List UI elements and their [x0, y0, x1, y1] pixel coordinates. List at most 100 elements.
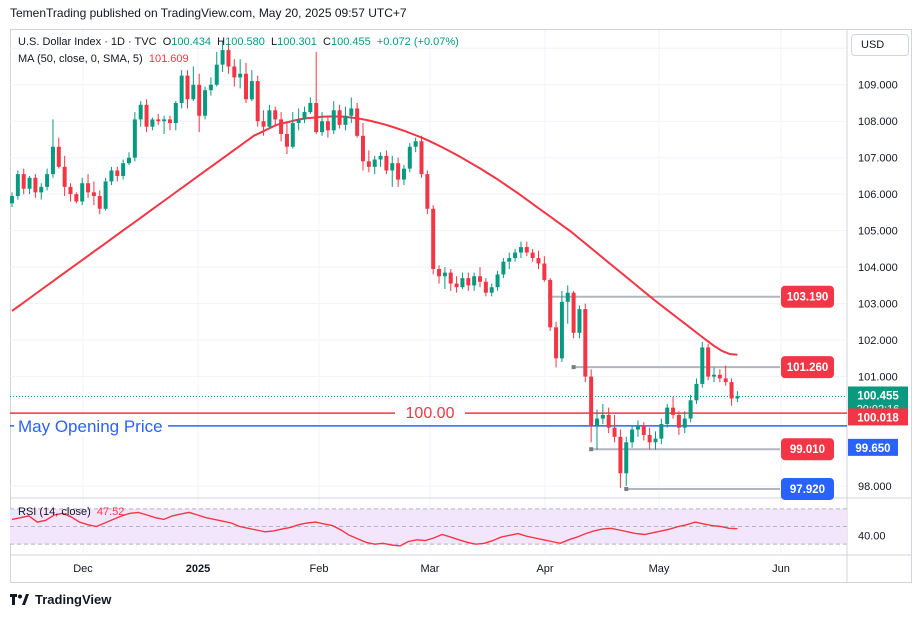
candle-body: [600, 414, 605, 419]
candle: [513, 248, 518, 262]
candle-body: [559, 301, 564, 359]
candle: [372, 155, 377, 175]
candle-body: [653, 438, 658, 443]
candle-body: [466, 278, 471, 286]
candle-body: [21, 174, 26, 189]
candle: [191, 66, 196, 102]
candle-body: [62, 166, 67, 187]
symbol-header: U.S. Dollar Index · 1D · TVC O100.434 H1…: [18, 36, 459, 48]
candle-body: [255, 81, 260, 122]
candle-body: [676, 414, 681, 428]
price-tick-label: 98.000: [858, 481, 892, 493]
candle-body: [630, 429, 635, 443]
level-pill: [781, 356, 834, 379]
candle-body: [384, 155, 389, 171]
candle: [366, 150, 371, 173]
candle: [577, 305, 582, 339]
candle: [548, 278, 553, 331]
rsi-label: RSI (14, close): [18, 506, 91, 518]
candle: [68, 183, 73, 202]
candle-body: [682, 418, 687, 428]
candle: [682, 411, 687, 434]
level-anchor: [589, 447, 594, 452]
candle-body: [460, 278, 465, 288]
candle-body: [121, 163, 126, 176]
rsi-header: RSI (14, close) 47.52: [18, 506, 124, 518]
price-level-label: 100.00: [406, 405, 455, 422]
candle-body: [472, 276, 477, 286]
candle: [127, 152, 131, 165]
open-label: O: [162, 36, 172, 48]
candle-body: [27, 177, 32, 189]
candle-body: [290, 123, 295, 147]
candle-body: [361, 135, 365, 162]
candle: [343, 106, 348, 131]
open-value: 100.434: [171, 36, 212, 48]
ma-value: 101.609: [148, 53, 189, 65]
candle-body: [115, 170, 120, 176]
candle: [407, 143, 412, 173]
may-open-axis-pill: [848, 438, 898, 456]
candle: [45, 168, 50, 191]
price-tick-label: 104.000: [858, 262, 898, 274]
candle-body: [396, 163, 401, 180]
candle: [331, 101, 336, 134]
candle: [729, 378, 734, 406]
candle-body: [238, 73, 243, 78]
candle: [712, 367, 716, 383]
ma-axis-pill: [848, 408, 908, 426]
candle-body: [589, 376, 594, 426]
candle: [472, 272, 477, 291]
candle: [630, 425, 635, 448]
candle-body: [127, 157, 131, 164]
candle-body: [659, 424, 664, 439]
candle-body: [612, 427, 617, 437]
level-pill: [781, 477, 834, 500]
candle-body: [735, 396, 740, 399]
candle: [606, 407, 611, 434]
currency-button[interactable]: USD: [851, 34, 909, 56]
candle-body: [132, 119, 137, 158]
candle-body: [729, 382, 734, 399]
candle: [542, 256, 547, 282]
candle: [284, 121, 289, 155]
candle: [156, 113, 161, 125]
candle-body: [712, 374, 716, 377]
candle: [723, 365, 728, 386]
tradingview-logo[interactable]: TradingView: [10, 592, 111, 607]
price-tick-label: 102.000: [858, 335, 898, 347]
time-tick-label: 2025: [186, 563, 210, 575]
candle-body: [103, 181, 108, 209]
ma-header: MA (50, close, 0, SMA, 5) 101.609: [18, 53, 189, 65]
candle-body: [489, 287, 494, 293]
candle-body: [577, 309, 582, 333]
candle-body: [74, 194, 79, 202]
candle-body: [407, 146, 412, 169]
candle: [115, 166, 120, 182]
candle: [676, 411, 681, 435]
candle-body: [536, 258, 541, 264]
candle-body: [448, 272, 453, 284]
candle: [39, 183, 44, 200]
price-tick-label: 106.000: [858, 189, 898, 201]
candle: [419, 135, 424, 178]
candle: [10, 192, 14, 207]
candle: [501, 258, 506, 279]
candle: [361, 123, 365, 171]
candle-body: [97, 196, 102, 209]
candle-body: [618, 436, 623, 474]
candle-body: [331, 110, 336, 131]
candle-body: [162, 119, 167, 122]
ma-axis-label: 100.018: [857, 412, 899, 424]
candle: [103, 177, 108, 211]
candle-body: [80, 183, 85, 202]
candle-body: [273, 110, 278, 120]
candle-body: [56, 146, 61, 167]
candle: [308, 97, 313, 114]
candle: [489, 283, 494, 297]
candle: [185, 70, 190, 109]
candle: [290, 112, 295, 149]
candle: [641, 422, 646, 441]
candle-body: [279, 119, 284, 134]
